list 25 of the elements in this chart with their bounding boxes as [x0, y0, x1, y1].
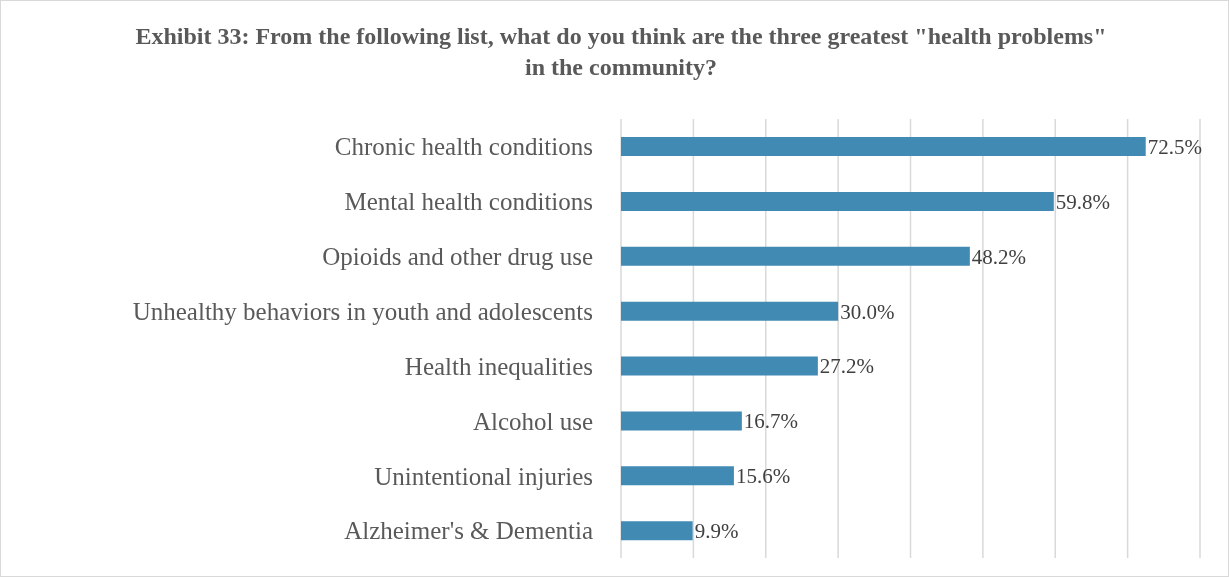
y-tick-label: Alzheimer's & Dementia: [344, 517, 593, 545]
data-label: 59.8%: [1055, 189, 1111, 214]
bar: [621, 521, 693, 541]
bar: [621, 246, 970, 266]
data-label: 27.2%: [819, 354, 875, 379]
bar: [621, 191, 1054, 211]
data-label: 16.7%: [743, 409, 799, 434]
y-tick-label: Mental health conditions: [344, 188, 593, 216]
chart-title: Exhibit 33: From the following list, what do you think are the three greatest "health problems" in the community?: [134, 22, 1108, 82]
bar: [621, 301, 839, 321]
data-label: 48.2%: [971, 244, 1027, 269]
data-label: 72.5%: [1147, 134, 1202, 159]
y-tick-label: Opioids and other drug use: [322, 243, 593, 271]
bar: [621, 137, 1146, 156]
y-tick-label: Chronic health conditions: [334, 133, 593, 161]
data-label: 9.9%: [694, 519, 739, 544]
y-tick-label: Health inequalities: [404, 352, 593, 380]
bar: [621, 411, 742, 431]
bar: [621, 356, 818, 376]
data-label: 30.0%: [840, 299, 895, 324]
bar: [621, 466, 734, 486]
y-tick-label: Unhealthy behaviors in youth and adolescents: [132, 297, 593, 325]
y-tick-label: Unintentional injuries: [374, 462, 593, 490]
y-tick-label: Alcohol use: [472, 407, 593, 435]
data-label: 15.6%: [735, 464, 791, 489]
